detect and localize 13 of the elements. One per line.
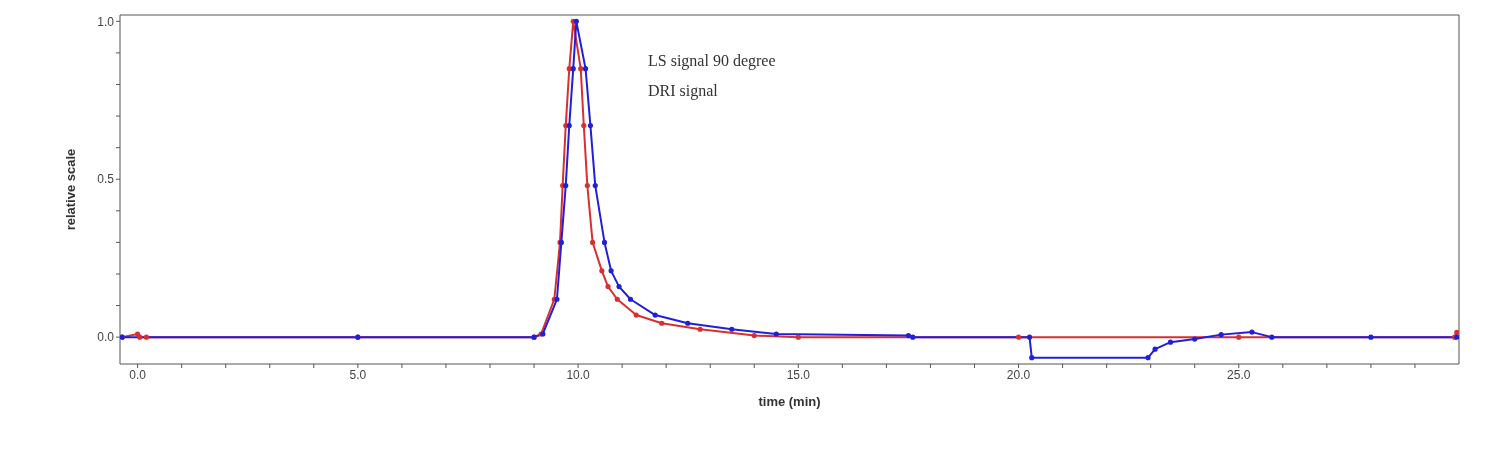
x-tick-label: 25.0 — [1227, 367, 1251, 382]
x-tick-label: 0.0 — [129, 367, 147, 382]
annotation: DRI signal — [648, 81, 719, 102]
x-tick-label: 15.0 — [786, 367, 811, 382]
x-tick-label: 5.0 — [349, 367, 367, 382]
x-tick-label: 10.0 — [566, 367, 591, 382]
x-tick-label: 20.0 — [1006, 367, 1031, 382]
y-tick-label: 0.0 — [97, 330, 115, 345]
y-tick-label: 1.0 — [97, 14, 115, 29]
x-axis-title: time (min) — [758, 394, 821, 409]
y-tick-label: 0.5 — [97, 172, 115, 187]
y-axis-title: relative scale — [62, 148, 78, 231]
annotation: LS signal 90 degree — [648, 51, 776, 72]
